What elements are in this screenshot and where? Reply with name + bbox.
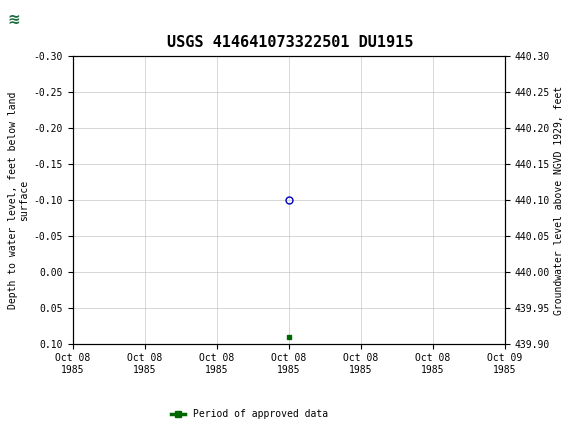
- Text: USGS: USGS: [28, 10, 83, 28]
- FancyBboxPatch shape: [5, 3, 63, 35]
- Y-axis label: Groundwater level above NGVD 1929, feet: Groundwater level above NGVD 1929, feet: [554, 86, 564, 314]
- Text: USGS 414641073322501 DU1915: USGS 414641073322501 DU1915: [167, 35, 413, 50]
- Legend: Period of approved data: Period of approved data: [167, 405, 332, 423]
- Text: ≋: ≋: [8, 12, 20, 26]
- Y-axis label: Depth to water level, feet below land
surface: Depth to water level, feet below land su…: [8, 91, 29, 309]
